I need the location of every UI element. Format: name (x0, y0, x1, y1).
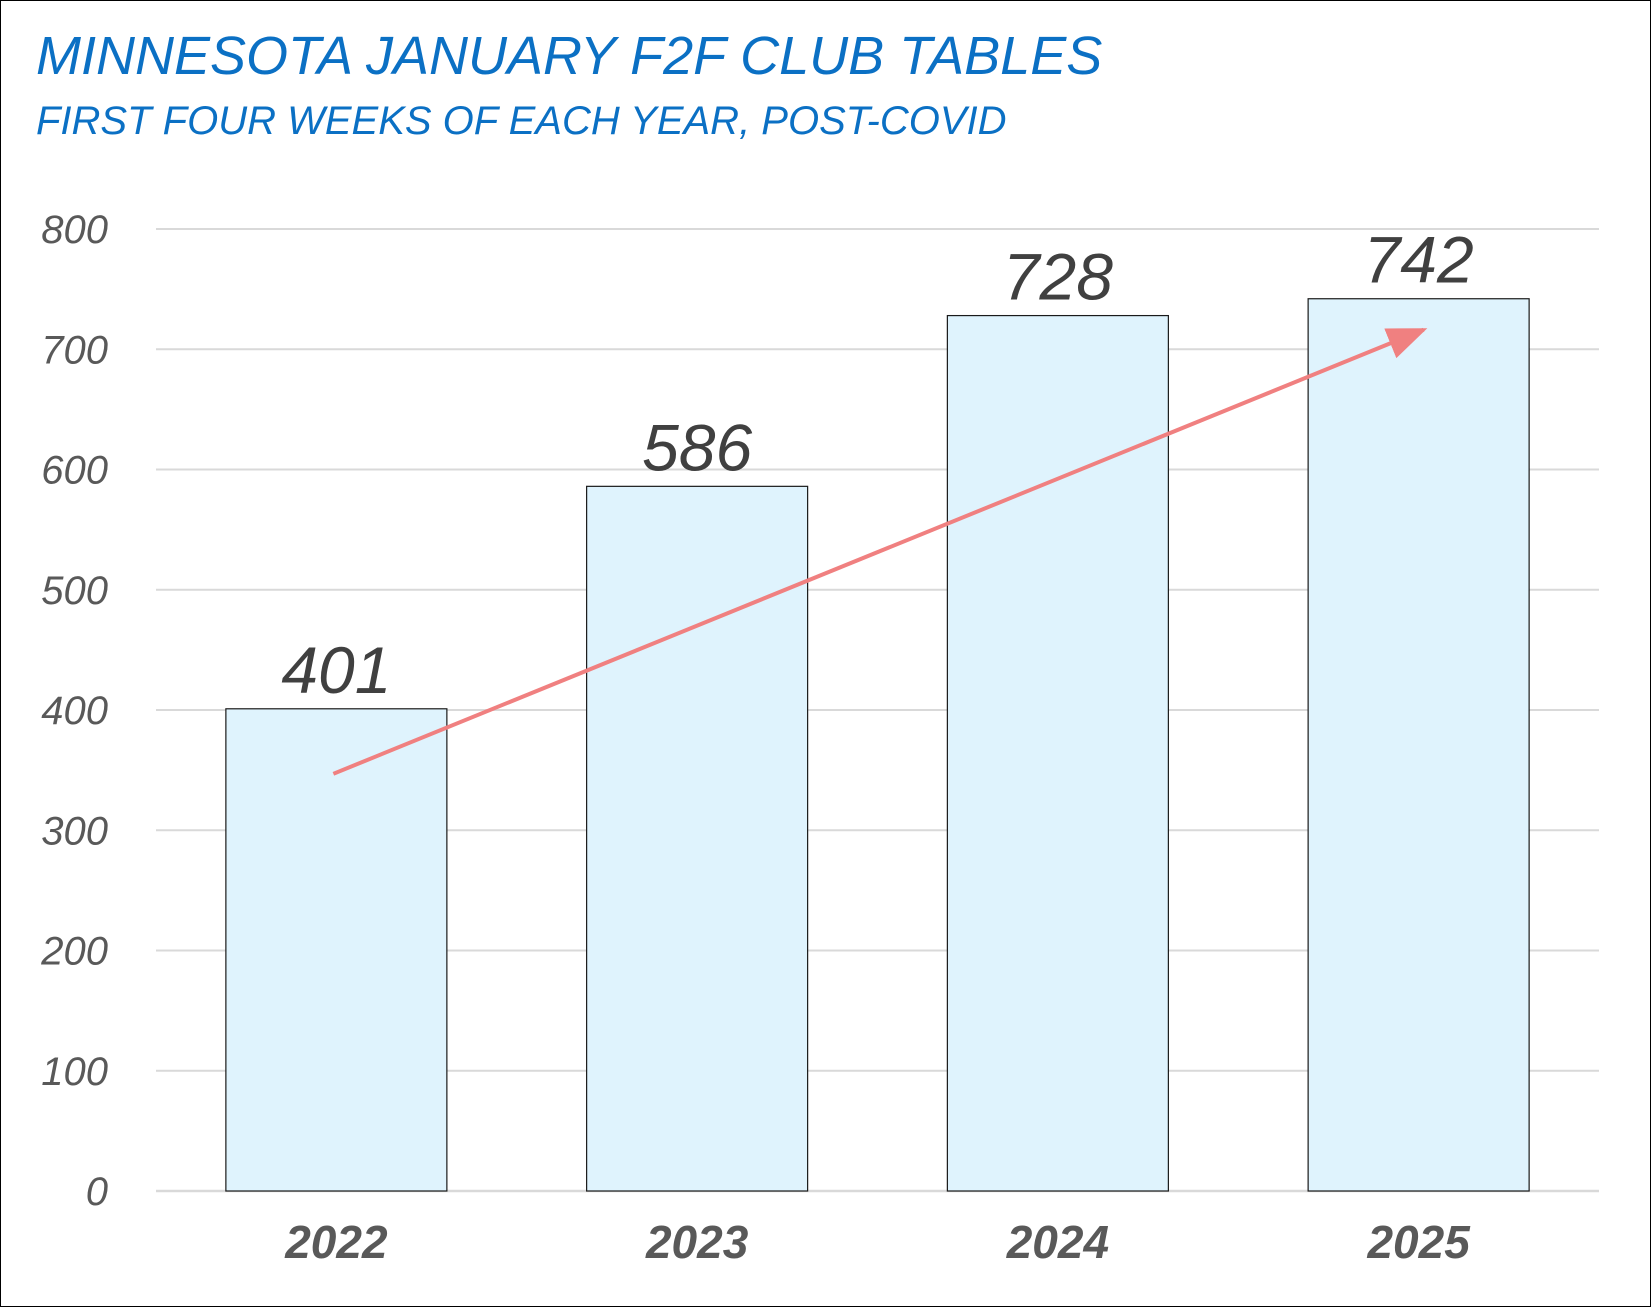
trend-arrow (332, 327, 1428, 776)
y-tick-label: 300 (41, 809, 108, 853)
x-tick-label: 2024 (1006, 1216, 1109, 1268)
bar (586, 485, 809, 1192)
chart-subtitle: FIRST FOUR WEEKS OF EACH YEAR, POST-COVI… (36, 99, 1007, 143)
bar (1307, 298, 1530, 1192)
data-label: 728 (1003, 240, 1113, 314)
y-tick-label: 400 (41, 689, 108, 733)
data-label: 742 (1364, 223, 1474, 297)
data-label: 401 (281, 633, 391, 707)
y-tick-label: 600 (41, 449, 108, 493)
y-tick-label: 0 (86, 1170, 108, 1214)
data-label: 586 (642, 410, 752, 484)
x-tick-label: 2025 (1366, 1216, 1471, 1268)
y-tick-label: 100 (41, 1050, 108, 1094)
y-tick-label: 800 (41, 208, 108, 252)
x-tick-label: 2022 (284, 1216, 388, 1268)
bar (946, 314, 1169, 1192)
x-tick-label: 2023 (645, 1216, 749, 1268)
y-tick-label: 500 (41, 569, 108, 613)
y-tick-label: 700 (41, 328, 108, 372)
y-tick-label: 200 (40, 930, 108, 974)
bar (225, 708, 448, 1192)
chart-title: MINNESOTA JANUARY F2F CLUB TABLES (36, 26, 1103, 86)
